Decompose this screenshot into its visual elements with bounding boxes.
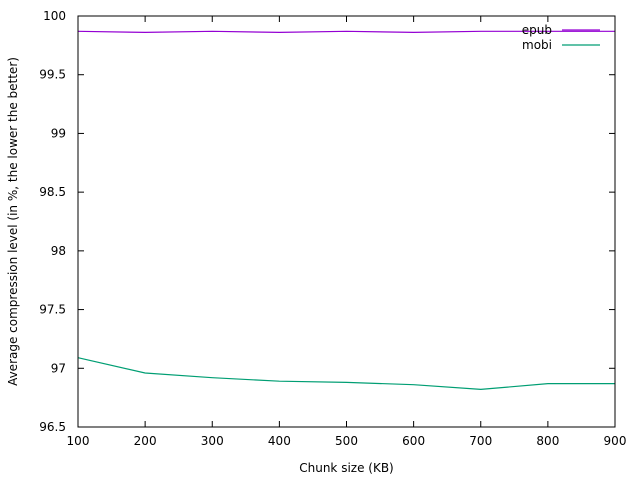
- legend-label-mobi: mobi: [522, 38, 552, 52]
- x-tick-label-8: 900: [604, 434, 627, 448]
- y-axis-label: Average compression level (in %, the low…: [6, 57, 20, 386]
- y-tick-label-5: 99: [51, 126, 66, 140]
- y-tick-label-4: 98.5: [39, 185, 66, 199]
- y-tick-label-3: 98: [51, 244, 66, 258]
- y-tick-label-1: 97: [51, 361, 66, 375]
- x-tick-label-2: 300: [201, 434, 224, 448]
- y-tick-label-2: 97.5: [39, 303, 66, 317]
- plot-border: [77, 15, 616, 428]
- x-tick-label-1: 200: [134, 434, 157, 448]
- axis-ticks: [77, 15, 616, 428]
- x-tick-label-4: 500: [335, 434, 358, 448]
- legend-label-epub: epub: [522, 23, 552, 37]
- x-tick-label-5: 600: [402, 434, 425, 448]
- x-tick-label-0: 100: [67, 434, 90, 448]
- x-axis-label: Chunk size (KB): [299, 461, 394, 475]
- y-tick-label-6: 99.5: [39, 68, 66, 82]
- series-mobi-line: [77, 357, 615, 391]
- x-tick-label-3: 400: [268, 434, 291, 448]
- series-lines: [77, 30, 615, 391]
- series-epub-line: [77, 30, 615, 34]
- x-tick-label-7: 800: [536, 434, 559, 448]
- x-tick-label-6: 700: [469, 434, 492, 448]
- y-tick-label-0: 96.5: [39, 420, 66, 434]
- y-tick-label-7: 100: [43, 9, 66, 23]
- tick-labels: 100 200 300 400 500 600 700 800 900 96.5 97 97.5 98 9…: [39, 9, 626, 448]
